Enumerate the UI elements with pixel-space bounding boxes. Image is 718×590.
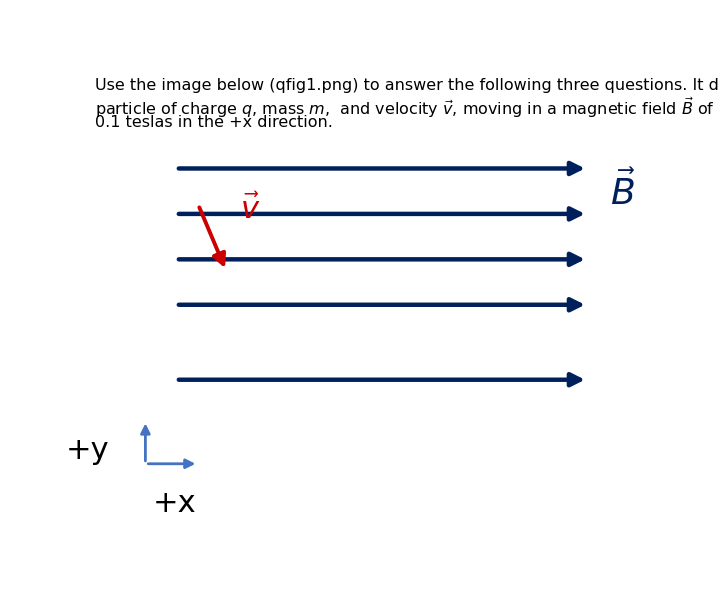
Text: +y: +y bbox=[65, 437, 109, 466]
Text: $\vec{B}$: $\vec{B}$ bbox=[610, 171, 635, 212]
Text: +x: +x bbox=[153, 489, 196, 518]
Text: Use the image below (qfig1.png) to answer the following three questions. It depi: Use the image below (qfig1.png) to answe… bbox=[95, 78, 718, 93]
Text: 0.1 teslas in the +x direction.: 0.1 teslas in the +x direction. bbox=[95, 115, 333, 130]
Text: $\vec{v}$: $\vec{v}$ bbox=[240, 194, 261, 225]
Text: particle of charge $q$, mass $m$,  and velocity $\vec{v}$, moving in a magnetic : particle of charge $q$, mass $m$, and ve… bbox=[95, 96, 718, 120]
